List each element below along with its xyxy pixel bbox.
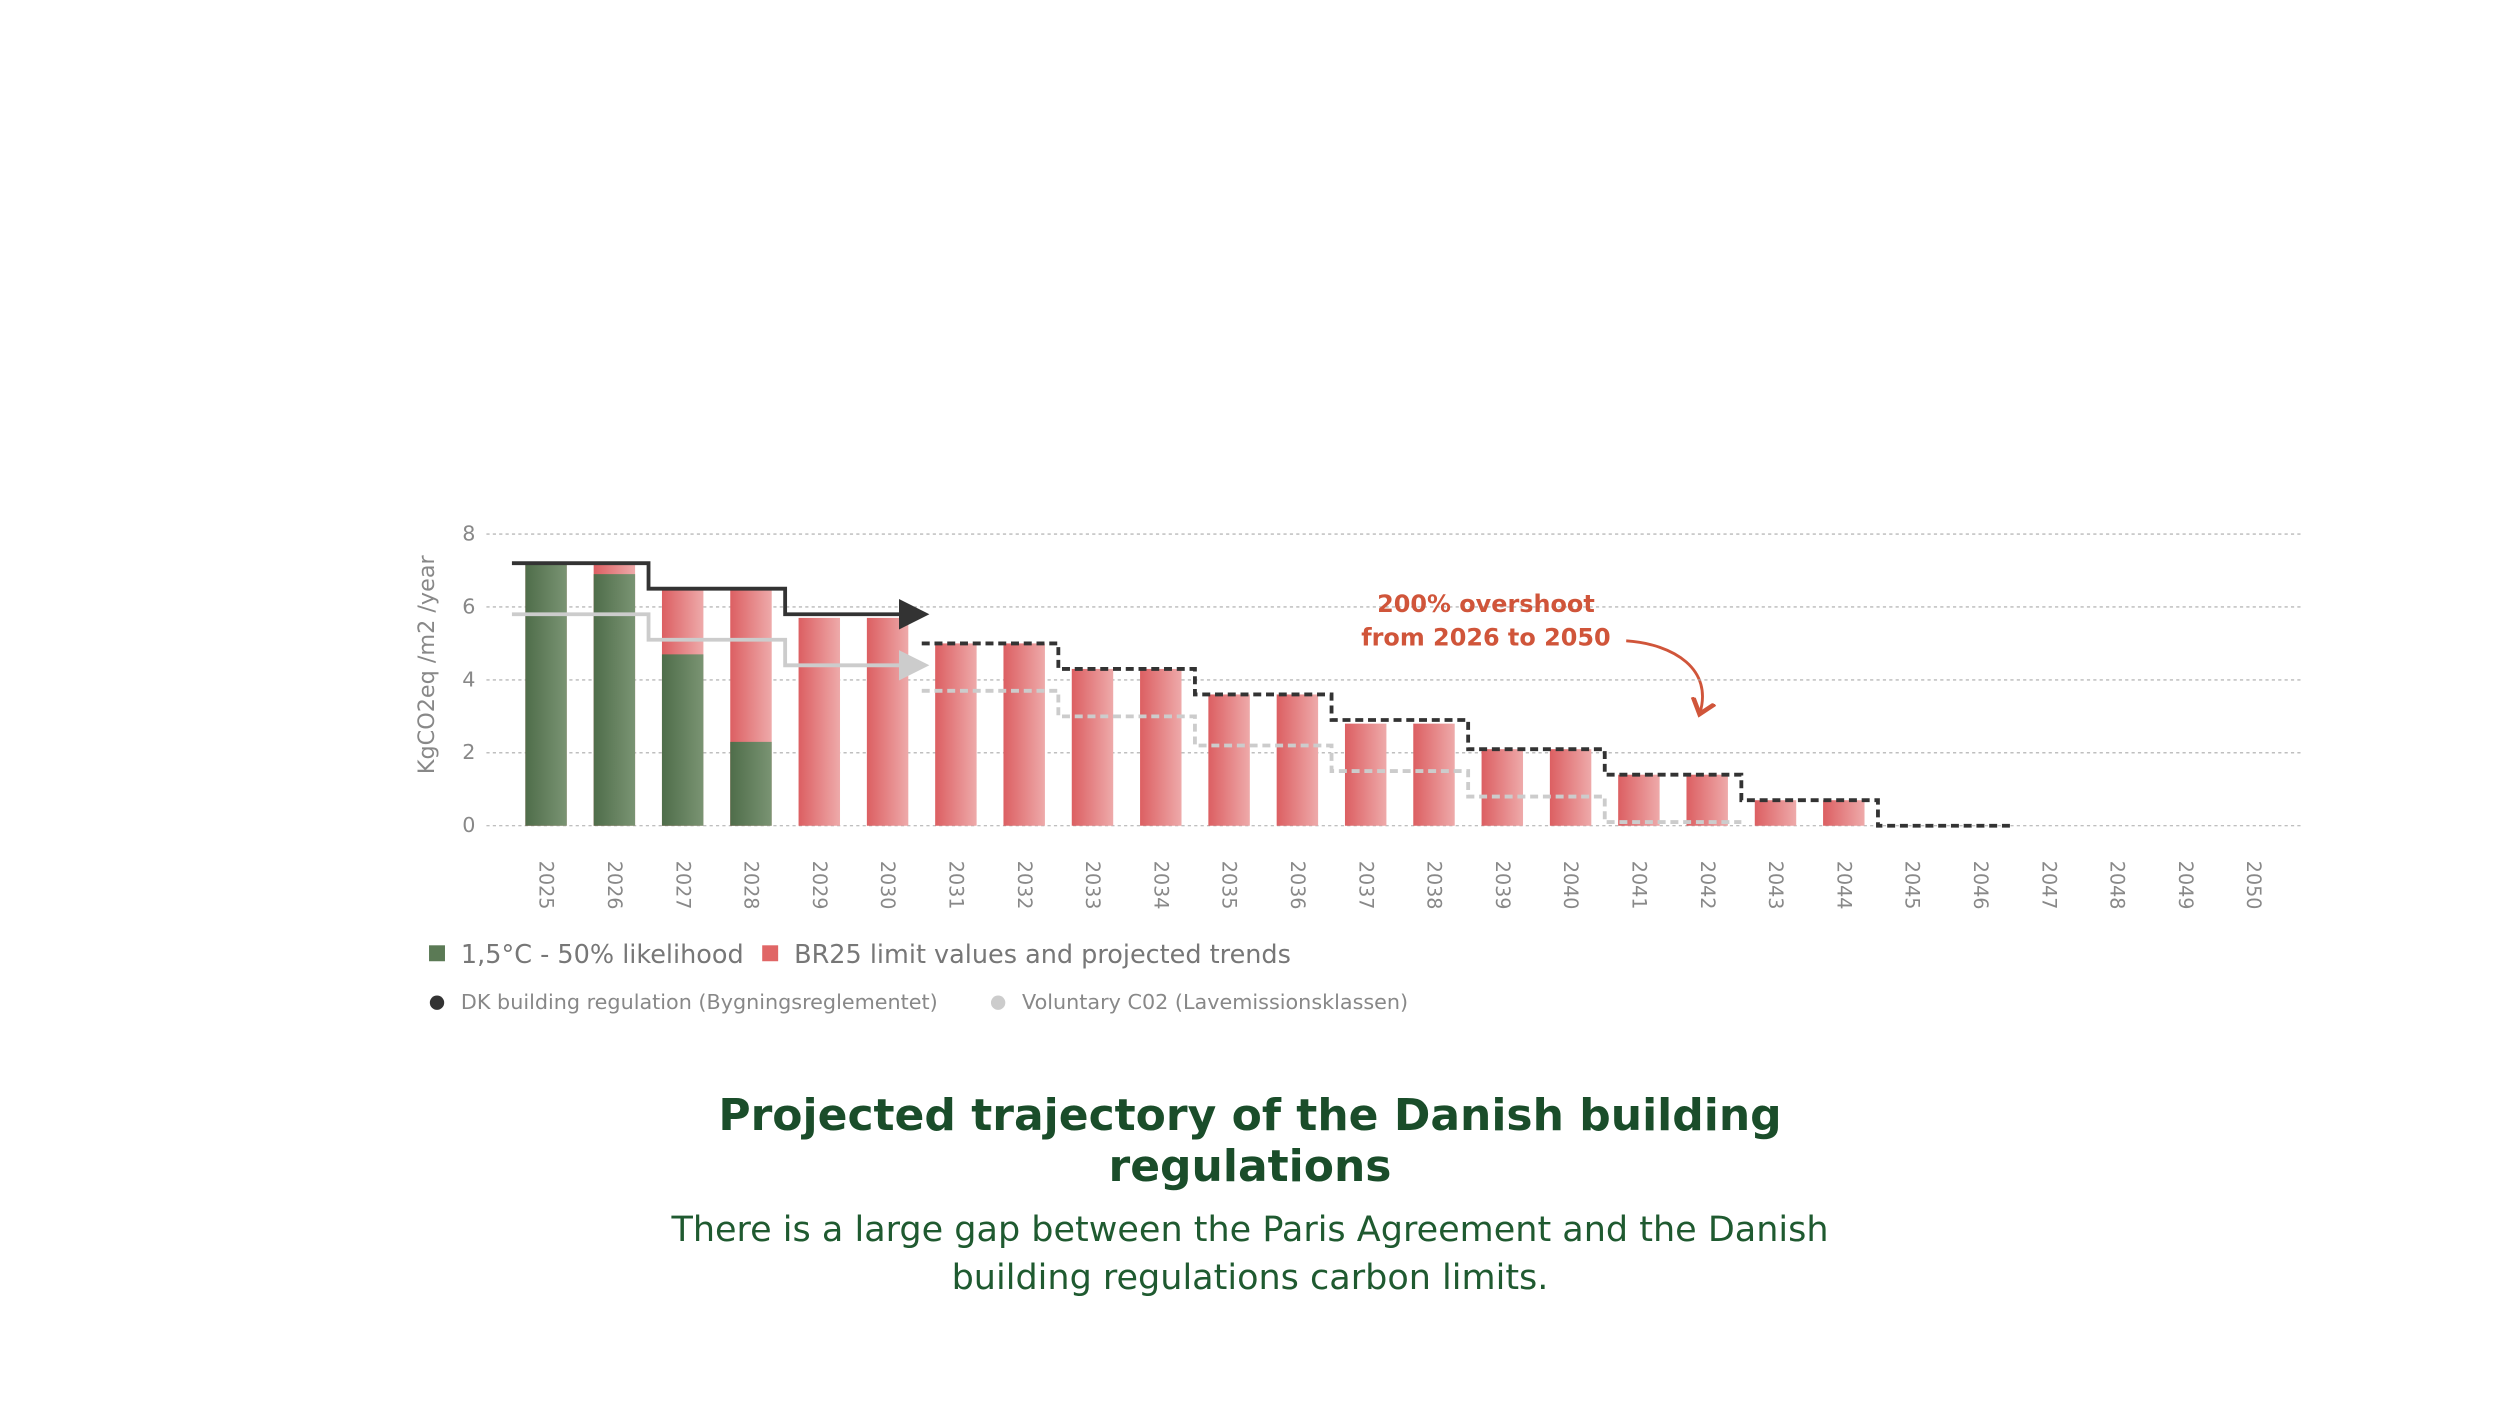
bar [1140, 668, 1182, 826]
x-tick-label: 2045 [1901, 861, 1924, 910]
y-tick-label: 4 [462, 667, 475, 691]
bar [1481, 749, 1524, 826]
annotation: from 2026 to 2050 [1361, 624, 1610, 652]
bar [1071, 668, 1114, 826]
x-tick-label: 2036 [1286, 861, 1309, 910]
step-line [511, 612, 930, 681]
legend-swatch [429, 945, 445, 962]
legend-swatch [762, 945, 779, 962]
legend-label: BR25 limit values and projected trends [794, 940, 1291, 970]
bar [1413, 723, 1455, 826]
x-tick-label: 2043 [1764, 861, 1787, 910]
annotation: 200% overshoot [1377, 590, 1595, 618]
x-tick-label: 2031 [945, 861, 968, 910]
bar [798, 617, 841, 826]
x-tick-label: 2047 [2037, 861, 2060, 910]
x-tick-label: 2038 [1423, 861, 1446, 910]
bar [866, 617, 909, 826]
x-tick-label: 2042 [1696, 861, 1719, 910]
y-axis-label: KgCO2eq /m2 /year [414, 555, 440, 775]
x-tick-label: 2033 [1081, 861, 1104, 910]
subtitle: There is a large gap between the Paris A… [671, 1210, 1829, 1298]
step-line [511, 561, 930, 630]
x-tick-label: 2027 [671, 861, 694, 910]
bar [1823, 800, 1865, 826]
bar [1618, 774, 1660, 826]
legend-label: Voluntary C02 (Lavemissionsklassen) [1022, 990, 1408, 1014]
legend-swatch [990, 995, 1006, 1010]
x-tick-label: 2040 [1559, 861, 1582, 910]
x-tick-label: 2041 [1628, 861, 1651, 910]
legend-label: 1,5°C - 50% likelihood [461, 940, 744, 970]
x-tick-label: 2030 [876, 861, 899, 910]
x-tick-label: 2026 [603, 861, 626, 910]
y-tick-label: 2 [462, 740, 475, 764]
x-tick-label: 2048 [2106, 861, 2129, 910]
y-tick-label: 6 [462, 594, 475, 618]
title: Projected trajectory of the Danish build… [718, 1090, 1782, 1192]
bar [1549, 749, 1592, 826]
x-tick-label: 2035 [1218, 861, 1241, 910]
step-line [921, 688, 1742, 825]
bar [730, 741, 772, 826]
x-tick-label: 2034 [1149, 861, 1172, 910]
caption: Projected trajectory of the Danish build… [612, 1090, 1888, 1302]
legend-label: DK building regulation (Bygningsreglemen… [461, 990, 938, 1014]
y-tick-label: 8 [462, 521, 475, 545]
x-tick-label: 2028 [740, 861, 763, 910]
legend-swatch [429, 995, 445, 1010]
x-tick-label: 2037 [1354, 861, 1377, 910]
step-line [921, 641, 2015, 828]
x-tick-label: 2032 [1013, 861, 1036, 910]
x-tick-label: 2029 [808, 861, 831, 910]
x-tick-label: 2044 [1832, 861, 1855, 910]
x-tick-label: 2039 [1491, 861, 1514, 910]
bar [1003, 643, 1045, 826]
y-tick-label: 0 [462, 813, 475, 837]
bar [661, 654, 704, 826]
annotation-arrow [1626, 639, 1702, 714]
bar [935, 643, 977, 826]
bar [1754, 800, 1797, 826]
bar [593, 574, 636, 826]
x-tick-label: 2025 [535, 861, 558, 910]
x-tick-label: 2046 [1969, 861, 1992, 910]
bar [525, 563, 567, 826]
bar [1208, 694, 1250, 826]
bar [1686, 774, 1728, 826]
x-tick-label: 2050 [2242, 861, 2265, 910]
bar [1276, 694, 1319, 826]
x-tick-label: 2049 [2174, 861, 2197, 910]
bar [1344, 723, 1387, 826]
